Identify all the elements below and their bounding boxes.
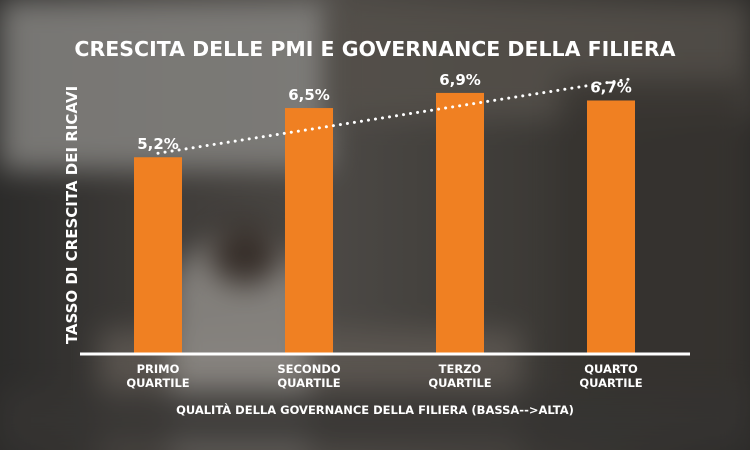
trend-line [156, 77, 633, 155]
x-tick-label-3-line-2: QUARTILE [428, 376, 491, 390]
x-tick-label-1-line-2: QUARTILE [126, 376, 189, 390]
background-window [0, 0, 330, 170]
data-label-3: 6,9% [439, 71, 481, 89]
bar-3 [436, 92, 484, 355]
x-axis-label: QUALITÀ DELLA GOVERNANCE DELLA FILIERA (… [176, 402, 574, 417]
data-label-4: 6,7% [590, 78, 632, 96]
y-axis-label: TASSO DI CRESCITA DEI RICAVI [63, 86, 81, 344]
bar-4 [587, 100, 635, 355]
x-tick-label-2-line-2: QUARTILE [277, 376, 340, 390]
data-label-1: 5,2% [137, 135, 179, 153]
chart-title: CRESCITA DELLE PMI E GOVERNANCE DELLA FI… [74, 37, 675, 61]
background-floor [0, 390, 750, 450]
background-person-head [210, 225, 280, 285]
bar-2 [285, 108, 333, 355]
bars-group [134, 92, 635, 355]
x-tick-label-3-line-1: TERZO [439, 362, 482, 376]
data-labels-group: 5,2% 6,5% 6,9% 6,7% [137, 71, 632, 153]
bar-1 [134, 157, 182, 354]
x-tick-label-2-line-1: SECONDO [277, 362, 341, 376]
x-tick-label-1-line-1: PRIMO [137, 362, 180, 376]
x-tick-label-4-line-1: QUARTO [584, 362, 638, 376]
x-tick-labels-group: PRIMOQUARTILESECONDOQUARTILETERZOQUARTIL… [126, 362, 642, 390]
x-tick-label-4-line-2: QUARTILE [579, 376, 642, 390]
data-label-2: 6,5% [288, 86, 330, 104]
